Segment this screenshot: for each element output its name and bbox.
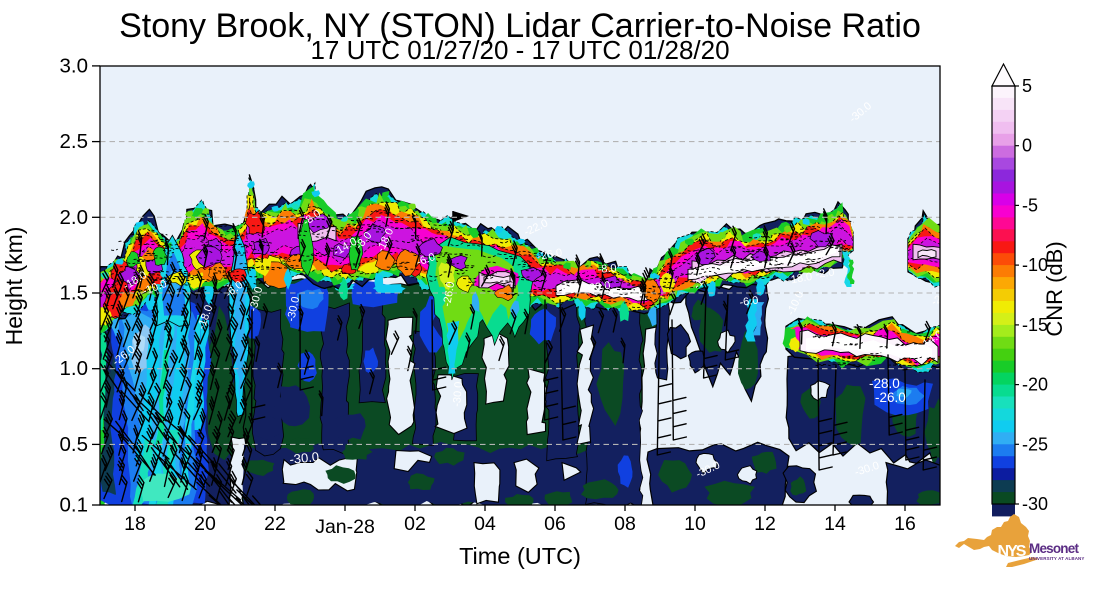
svg-text:-26.0: -26.0	[441, 281, 457, 308]
svg-text:06: 06	[544, 513, 566, 535]
svg-text:Stony Brook, NY (STON) Lidar C: Stony Brook, NY (STON) Lidar Carrier-to-…	[119, 7, 921, 45]
svg-text:18: 18	[124, 513, 146, 535]
svg-text:-15: -15	[1022, 315, 1048, 335]
svg-text:-6.0: -6.0	[739, 294, 759, 309]
svg-text:-20: -20	[1022, 375, 1048, 395]
svg-text:5: 5	[1022, 76, 1032, 96]
svg-text:20: 20	[194, 513, 216, 535]
svg-text:10: 10	[684, 513, 706, 535]
svg-text:-10: -10	[1022, 255, 1048, 275]
svg-text:14: 14	[824, 513, 846, 535]
svg-text:0.1: 0.1	[60, 494, 89, 517]
svg-text:-2.0: -2.0	[815, 266, 835, 281]
svg-text:22: 22	[264, 513, 286, 535]
svg-text:-8.0: -8.0	[597, 262, 617, 276]
svg-text:-20.0: -20.0	[585, 280, 612, 295]
svg-text:17 UTC 01/27/20 - 17 UTC 01/28: 17 UTC 01/27/20 - 17 UTC 01/28/20	[310, 35, 729, 65]
svg-text:-22.0: -22.0	[930, 286, 958, 309]
svg-text:-18.0: -18.0	[786, 271, 813, 287]
svg-text:1.0: 1.0	[60, 357, 89, 380]
svg-text:-26.0: -26.0	[536, 247, 563, 263]
svg-text:Jan-28: Jan-28	[315, 516, 375, 538]
svg-text:UNIVERSITY AT ALBANY: UNIVERSITY AT ALBANY	[1029, 556, 1085, 561]
svg-text:-30: -30	[1022, 494, 1048, 514]
svg-text:-25: -25	[1022, 434, 1048, 454]
svg-text:12: 12	[754, 513, 776, 535]
svg-text:-26.0: -26.0	[875, 390, 906, 405]
svg-text:Mesonet: Mesonet	[1029, 541, 1079, 556]
svg-text:2.5: 2.5	[60, 130, 89, 153]
svg-text:-30.0: -30.0	[451, 381, 465, 407]
svg-text:04: 04	[474, 513, 496, 535]
svg-text:02: 02	[404, 513, 426, 535]
svg-text:NYS: NYS	[998, 543, 1027, 560]
svg-text:-28.0: -28.0	[869, 376, 900, 391]
svg-text:CNR (dB): CNR (dB)	[1042, 241, 1067, 336]
svg-text:-5: -5	[1022, 195, 1038, 215]
svg-text:Time (UTC): Time (UTC)	[459, 543, 581, 569]
svg-text:-30.0: -30.0	[285, 296, 302, 323]
svg-text:-30.0: -30.0	[289, 449, 320, 467]
svg-text:08: 08	[614, 513, 636, 535]
svg-text:16: 16	[894, 513, 916, 535]
svg-text:1.5: 1.5	[60, 282, 89, 305]
svg-text:0: 0	[1022, 136, 1032, 156]
svg-text:0.5: 0.5	[60, 433, 89, 456]
svg-text:2.0: 2.0	[60, 206, 89, 229]
svg-text:Height (km): Height (km)	[1, 227, 27, 346]
svg-text:3.0: 3.0	[60, 54, 89, 77]
